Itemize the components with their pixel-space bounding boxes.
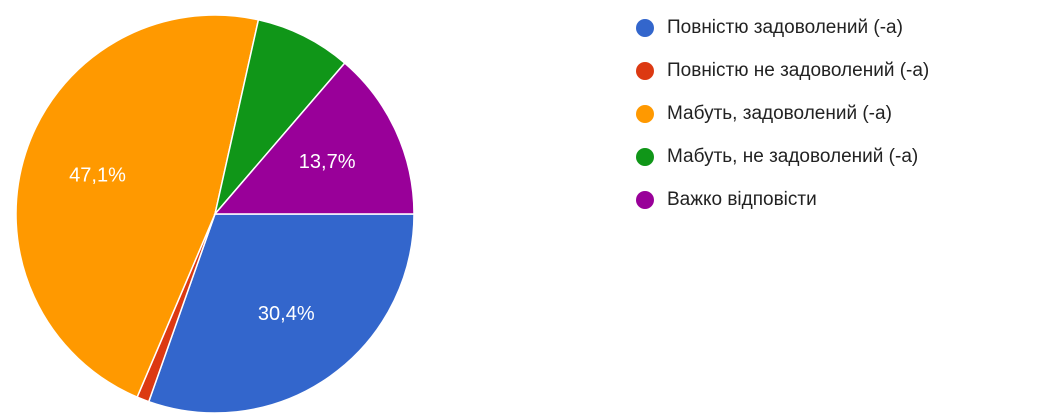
- legend-swatch: [636, 62, 654, 80]
- slice-label: 30,4%: [258, 303, 315, 325]
- legend-swatch: [636, 148, 654, 166]
- slice-label: 47,1%: [69, 165, 126, 187]
- legend-label: Мабуть, задоволений (-а): [667, 103, 892, 124]
- legend-swatch: [636, 105, 654, 123]
- pie-slice: [15, 14, 260, 399]
- pie-slice: [214, 18, 346, 215]
- legend-label: Мабуть, не задоволений (-а): [667, 146, 918, 167]
- slice-label: 13,7%: [299, 151, 356, 173]
- legend-swatch: [636, 19, 654, 37]
- pie-slice: [147, 213, 415, 413]
- pie-slice: [213, 62, 415, 215]
- legend-label: Повністю задоволений (-а): [667, 17, 903, 38]
- legend-label: Повністю не задоволений (-а): [667, 60, 929, 81]
- legend-label: Важко відповісти: [667, 189, 817, 210]
- legend-swatch: [636, 191, 654, 209]
